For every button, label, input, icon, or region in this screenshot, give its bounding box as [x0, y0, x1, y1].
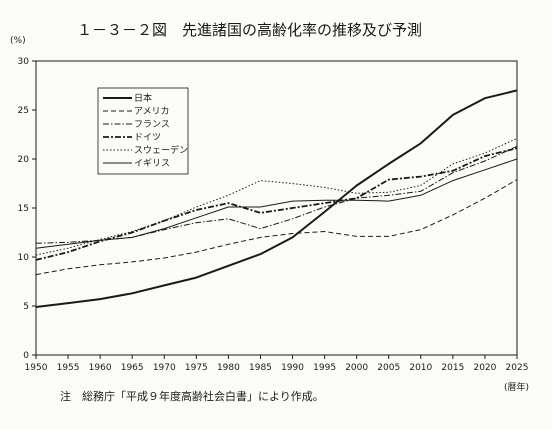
- y-tick-label: 25: [18, 106, 29, 116]
- series-line-4: [35, 147, 518, 261]
- series-line-3: [35, 145, 518, 244]
- x-tick-label: 1990: [281, 363, 304, 373]
- chart-title: １－３－２図 先進諸国の高齢化率の推移及び予測: [77, 21, 422, 39]
- legend-box: [97, 87, 189, 175]
- x-tick-label: 1970: [153, 363, 176, 373]
- x-tick-label: 1995: [313, 363, 336, 373]
- x-tick-label: 1960: [89, 363, 112, 373]
- x-tick-label: 1965: [121, 363, 144, 373]
- x-tick-label: 1950: [25, 363, 48, 373]
- legend-label: イギリス: [134, 158, 170, 169]
- x-tick-label: 2025: [506, 363, 529, 373]
- series-line-5: [35, 137, 518, 256]
- y-tick-label: 30: [18, 57, 30, 67]
- legend-label: フランス: [134, 119, 170, 130]
- x-axis: 1950 1955 1960 1965 1970 1975 1980 1985 1990 1995…: [25, 355, 529, 373]
- x-axis-unit-label: (暦年): [504, 381, 529, 393]
- series-layer: [35, 89, 518, 308]
- series-line-1: [35, 89, 518, 308]
- y-tick-label: 20: [18, 155, 30, 165]
- x-tick-label: 1975: [185, 363, 208, 373]
- series-line-6: [35, 158, 518, 249]
- x-tick-label: 1955: [57, 363, 80, 373]
- y-axis: 0 5 10 15 20 25 30: [18, 57, 36, 361]
- series-line-2: [35, 179, 518, 276]
- x-tick-label: 2010: [409, 363, 432, 373]
- x-tick-label: 1985: [249, 363, 272, 373]
- x-tick-label: 2005: [377, 363, 400, 373]
- x-tick-label: 1980: [217, 363, 240, 373]
- x-tick-label: 2000: [345, 363, 368, 373]
- y-tick-label: 10: [18, 253, 30, 263]
- legend-label: 日本: [134, 92, 152, 104]
- source-note: 注 総務庁「平成９年度高齢社会白書」により作成。: [60, 389, 324, 403]
- y-tick-label: 15: [18, 204, 29, 214]
- legend-label: スウェーデン: [134, 144, 188, 156]
- legend-label: アメリカ: [134, 106, 170, 117]
- x-tick-label: 2015: [441, 363, 464, 373]
- y-tick-label: 5: [23, 302, 29, 312]
- x-tick-label: 2020: [473, 363, 496, 373]
- y-axis-unit-label: (%): [10, 36, 26, 46]
- y-tick-label: 0: [23, 351, 29, 361]
- legend-label: ドイツ: [134, 133, 161, 143]
